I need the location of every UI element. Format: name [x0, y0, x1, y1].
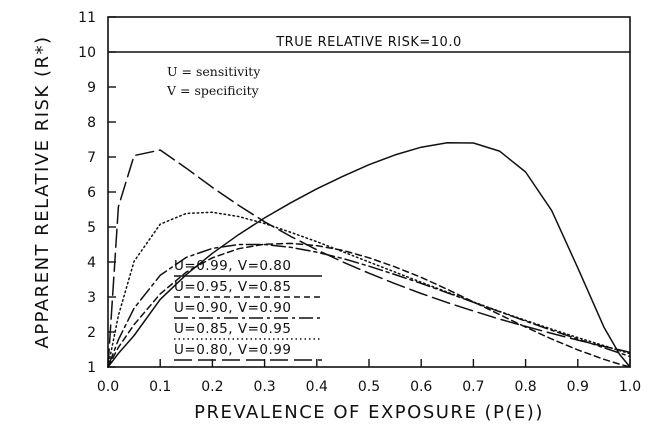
y-tick-label: 9 — [87, 80, 96, 96]
y-axis-ticks: 1 2 3 4 5 6 7 8 9 10 11 — [78, 10, 116, 376]
legend-label-5: U=0.80, V=0.99 — [174, 342, 291, 358]
x-tick-label: 0.1 — [149, 379, 171, 395]
y-tick-label: 6 — [87, 185, 96, 201]
series-line-2 — [107, 242, 631, 368]
y-axis-title: APPARENT RELATIVE RISK (R*) — [32, 35, 53, 348]
x-axis-title: PREVALENCE OF EXPOSURE (P(E)) — [194, 402, 544, 423]
annotation-text: V = specificity — [166, 83, 260, 98]
x-tick-label: 0.0 — [97, 379, 119, 395]
y-tick-label: 3 — [87, 290, 96, 306]
legend-label-4: U=0.85, V=0.95 — [174, 321, 291, 337]
series-line-5 — [107, 149, 631, 368]
plot-frame — [107, 16, 631, 368]
x-tick-label: 0.9 — [567, 379, 589, 395]
x-tick-label: 0.6 — [410, 379, 432, 395]
y-tick-label: 4 — [87, 255, 96, 271]
x-tick-label: 0.5 — [358, 379, 380, 395]
x-tick-label: 0.8 — [514, 379, 536, 395]
y-tick-label: 10 — [78, 45, 96, 61]
y-tick-label: 1 — [87, 360, 96, 376]
legend-label-2: U=0.95, V=0.85 — [174, 279, 291, 295]
series-line-4 — [107, 211, 631, 368]
y-tick-label: 5 — [87, 220, 96, 236]
reference-line-group: TRUE RELATIVE RISK=10.0 — [108, 35, 630, 53]
x-axis-ticks: 0.0 0.1 0.2 0.3 0.4 0.5 0.6 0.7 0.8 0.9 1.0 — [97, 359, 641, 395]
series-lines — [107, 141, 631, 368]
y-tick-label: 2 — [87, 325, 96, 341]
x-tick-label: 0.3 — [253, 379, 275, 395]
series-line-3 — [107, 243, 631, 368]
y-tick-label: 11 — [78, 10, 96, 26]
legend: U=0.99, V=0.80 U=0.95, V=0.85 U=0.90, V=0.… — [174, 258, 322, 361]
annotation-notes: U = sensitivity V = specificity — [166, 64, 261, 98]
series-line-1 — [107, 141, 631, 368]
x-tick-label: 0.4 — [306, 379, 328, 395]
x-tick-label: 0.2 — [201, 379, 223, 395]
true-risk-label: TRUE RELATIVE RISK=10.0 — [275, 35, 462, 50]
legend-label-3: U=0.90, V=0.90 — [174, 300, 291, 316]
y-tick-label: 8 — [87, 115, 96, 131]
x-tick-label: 0.7 — [462, 379, 484, 395]
annotation-text: U = sensitivity — [167, 64, 261, 79]
y-tick-label: 7 — [87, 150, 96, 166]
x-tick-label: 1.0 — [619, 379, 641, 395]
legend-label-1: U=0.99, V=0.80 — [174, 258, 291, 274]
